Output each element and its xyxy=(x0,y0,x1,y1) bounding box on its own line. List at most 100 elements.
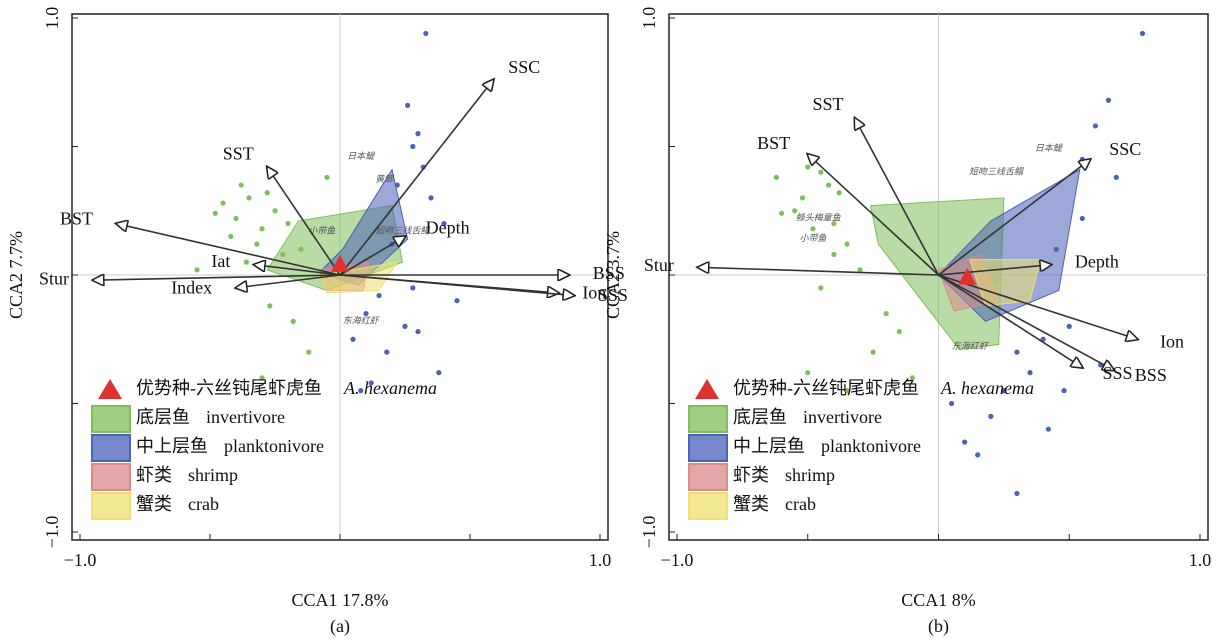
legend-label-en: crab xyxy=(188,494,219,514)
legend-swatch xyxy=(688,405,728,433)
species-label: 日本鳀 xyxy=(1035,143,1063,153)
env-arrow-label: SSC xyxy=(508,57,540,77)
legend-label: 优势种-六丝钝尾虾虎鱼 xyxy=(733,378,919,398)
legend-swatch xyxy=(688,463,728,491)
species-point xyxy=(799,195,806,201)
env-arrow xyxy=(938,274,1114,370)
species-point xyxy=(1079,156,1085,162)
species-point xyxy=(441,221,447,227)
species-point xyxy=(428,195,434,201)
panel: −1.0 1.0 −1.0 1.0 CCA1 17.8% (a) CCA2 7.7% 日本鳀黄… xyxy=(6,7,628,637)
species-point xyxy=(773,174,779,180)
legend-swatch xyxy=(91,434,131,462)
legend-label-en: A. hexanema xyxy=(343,378,437,398)
species-point xyxy=(376,292,382,299)
legend-label-en: invertivore xyxy=(803,407,882,427)
legend-label-en: shrimp xyxy=(188,465,238,485)
y-axis-label: CCA2 3.7% xyxy=(603,231,623,319)
env-arrow-label: Ion xyxy=(582,282,606,302)
env-arrow-label: SSS xyxy=(598,285,628,305)
species-point xyxy=(818,169,824,175)
species-point xyxy=(1014,349,1020,355)
species-point xyxy=(909,375,915,381)
env-arrow xyxy=(938,159,1091,276)
env-arrow xyxy=(267,167,341,276)
species-point xyxy=(228,233,234,240)
species-point xyxy=(1105,97,1112,103)
species-point xyxy=(324,174,330,180)
species-point xyxy=(410,143,416,150)
species-point xyxy=(818,285,824,291)
species-point xyxy=(415,328,421,335)
species-point xyxy=(975,452,981,458)
legend-swatch xyxy=(91,405,131,433)
species-point xyxy=(405,102,411,108)
caption: (a) xyxy=(330,616,350,637)
caption: (b) xyxy=(928,616,949,637)
species-point xyxy=(779,210,785,216)
species-point xyxy=(363,310,369,317)
species-point xyxy=(1092,123,1098,129)
y-tick-label: −1.0 xyxy=(639,516,659,549)
species-point xyxy=(1053,246,1059,252)
x-tick-label: −1.0 xyxy=(661,550,694,570)
env-arrow-label: SST xyxy=(812,94,843,114)
species-point xyxy=(267,303,273,309)
species-point xyxy=(883,310,889,317)
env-arrow-label: BST xyxy=(757,133,790,153)
species-point xyxy=(410,285,416,291)
dominant-species xyxy=(958,267,977,285)
species-label: 小带鱼 xyxy=(308,225,335,235)
species-point xyxy=(272,208,278,214)
legend-label-en: planktonivore xyxy=(224,436,324,456)
species-point xyxy=(870,349,876,355)
species-label: 短吻三线舌鳎 xyxy=(969,166,1024,176)
species-point xyxy=(259,226,265,232)
species-point xyxy=(988,413,994,419)
env-arrow-label: BSS xyxy=(1135,365,1167,385)
species-point xyxy=(805,164,811,170)
legend-label: 底层鱼 xyxy=(136,407,190,427)
species-point xyxy=(280,251,286,258)
species-point xyxy=(233,215,239,222)
env-arrow-label: Index xyxy=(171,278,212,298)
species-point xyxy=(831,221,837,227)
species-point xyxy=(243,259,249,265)
species-point xyxy=(1113,174,1119,180)
species-point xyxy=(1045,426,1051,432)
legend-swatch xyxy=(688,434,728,462)
x-tick-label: 1.0 xyxy=(1189,550,1212,570)
species-point xyxy=(220,200,226,206)
y-tick-label: 1.0 xyxy=(639,7,659,30)
group-hull xyxy=(321,261,399,294)
species-point xyxy=(948,400,955,407)
species-point xyxy=(423,30,429,37)
species-point xyxy=(259,375,265,381)
env-arrow xyxy=(236,274,341,288)
env-arrow xyxy=(808,154,940,276)
species-point xyxy=(238,182,244,188)
species-point xyxy=(1027,370,1033,376)
species-point xyxy=(844,241,850,247)
env-arrow-label: Iat xyxy=(211,251,230,271)
species-point xyxy=(792,208,798,214)
species-point xyxy=(1061,388,1067,394)
species-point xyxy=(831,251,837,258)
species-point xyxy=(826,182,832,188)
env-arrow xyxy=(116,224,341,276)
env-arrow xyxy=(855,118,940,276)
species-point xyxy=(836,190,842,196)
env-arrow-label: SST xyxy=(223,144,254,164)
env-arrow-label: Stur xyxy=(644,255,674,275)
species-point xyxy=(1079,215,1085,222)
species-point xyxy=(264,190,270,196)
x-tick-label: 1.0 xyxy=(589,550,612,570)
species-label: 日本鳀 xyxy=(347,151,375,161)
env-arrow xyxy=(254,265,341,276)
species-label: 黄鲫 xyxy=(375,174,395,184)
legend-label: 蟹类 xyxy=(733,494,769,514)
env-arrow xyxy=(339,80,493,276)
species-point xyxy=(454,298,460,304)
legend-label-en: A. hexanema xyxy=(940,378,1034,398)
